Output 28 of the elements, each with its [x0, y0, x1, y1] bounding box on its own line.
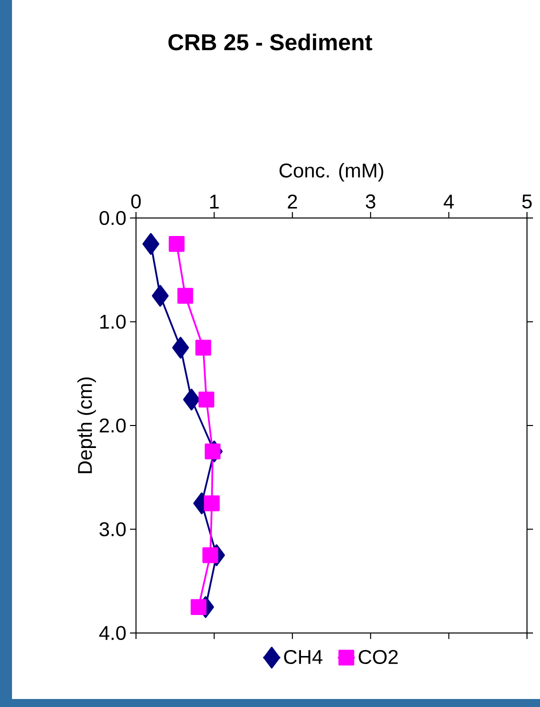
legend-label: CO2: [358, 650, 398, 664]
y-tick-label: 4.0: [99, 626, 126, 640]
point: [172, 336, 189, 359]
point: [142, 233, 160, 255]
point: [204, 444, 221, 460]
x-tick-label: 0: [131, 194, 141, 208]
point: [195, 340, 212, 356]
point: [177, 288, 194, 304]
point: [202, 547, 218, 564]
point: [198, 392, 214, 408]
chart-title: CRB 25 - Sediment: [168, 34, 372, 50]
x-tick-label: 4: [444, 194, 454, 208]
y-axis-title: Depth (cm): [77, 377, 96, 474]
point: [168, 236, 185, 252]
x-tick-label: 5: [522, 194, 532, 208]
x-axis-title: Conc. (mM): [280, 162, 384, 182]
legend-label: CH4: [284, 650, 322, 664]
y-tick-label: 1.0: [100, 314, 126, 329]
y-tick-label: 2.0: [100, 418, 126, 433]
point: [204, 495, 220, 512]
point: [152, 284, 169, 307]
x-tick-label: 1: [210, 194, 219, 208]
y-tick-label: 0.0: [100, 210, 126, 226]
point: [190, 599, 206, 615]
x-tick-label: 2: [288, 194, 297, 208]
x-tick-label: 3: [366, 194, 376, 208]
point: [183, 388, 200, 410]
y-tick-label: 3.0: [100, 522, 126, 536]
